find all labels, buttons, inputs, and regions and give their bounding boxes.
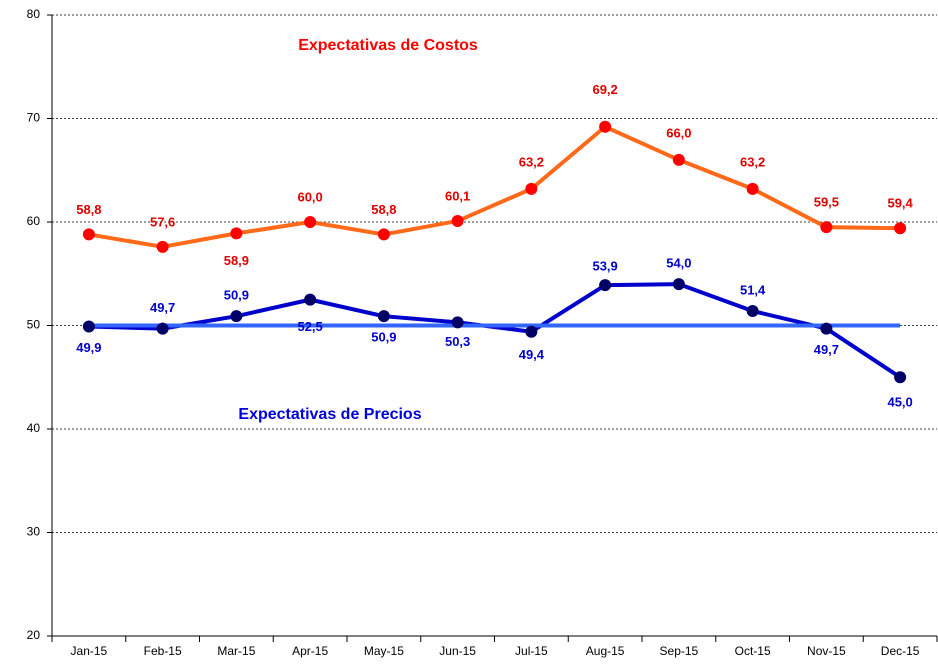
marker	[82, 228, 95, 241]
x-tick-label: Dec-15	[881, 644, 920, 658]
data-label: 63,2	[519, 154, 544, 169]
marker	[82, 320, 95, 333]
marker	[377, 310, 390, 323]
x-tick-label: Jan-15	[71, 644, 108, 658]
y-tick-label: 50	[27, 318, 41, 332]
marker	[525, 182, 538, 195]
marker	[820, 221, 833, 234]
data-label: 49,7	[814, 342, 839, 357]
marker	[894, 222, 907, 235]
data-label: 60,1	[445, 188, 470, 203]
x-tick-label: Nov-15	[807, 644, 846, 658]
data-label: 58,8	[371, 202, 396, 217]
marker	[894, 371, 907, 384]
data-label: 45,0	[887, 395, 912, 410]
x-tick-label: Apr-15	[292, 644, 328, 658]
series-line	[88, 282, 902, 379]
marker	[377, 228, 390, 241]
data-label: 57,6	[150, 214, 175, 229]
marker	[304, 216, 317, 228]
x-tick-label: Sep-15	[660, 644, 699, 658]
marker	[746, 305, 759, 318]
x-tick-label: Oct-15	[735, 644, 771, 658]
x-tick-label: Jun-15	[439, 644, 476, 658]
x-tick-label: Jul-15	[515, 644, 548, 658]
y-tick-label: 80	[27, 7, 41, 21]
data-label: 69,2	[592, 82, 617, 97]
x-tick-label: Feb-15	[144, 644, 182, 658]
marker	[230, 310, 243, 323]
marker	[304, 293, 317, 306]
data-label: 50,3	[445, 334, 470, 349]
marker	[156, 240, 169, 253]
marker	[672, 278, 685, 291]
data-label: 63,2	[740, 154, 765, 169]
marker	[451, 316, 464, 329]
series-line	[88, 124, 901, 249]
x-tick-label: Mar-15	[217, 644, 255, 658]
data-label: 60,0	[297, 189, 322, 204]
marker	[820, 322, 833, 335]
annotation: Expectativas de Precios	[238, 406, 421, 423]
marker	[599, 279, 612, 292]
y-tick-label: 40	[27, 421, 41, 435]
data-label: 49,9	[76, 340, 101, 355]
y-tick-label: 20	[27, 628, 41, 642]
marker	[230, 227, 243, 240]
data-label: 52,5	[297, 319, 322, 334]
data-label: 49,4	[519, 347, 545, 362]
marker	[451, 214, 464, 227]
y-tick-label: 70	[27, 111, 41, 125]
x-tick-label: Aug-15	[586, 644, 625, 658]
marker	[156, 322, 169, 335]
y-tick-label: 60	[27, 214, 41, 228]
data-label: 58,9	[224, 253, 249, 268]
data-label: 59,5	[814, 195, 839, 210]
marker	[746, 182, 759, 195]
x-tick-label: May-15	[364, 644, 404, 658]
data-label: 49,7	[150, 300, 175, 315]
data-label: 53,9	[592, 259, 617, 274]
data-label: 58,8	[76, 202, 101, 217]
annotation: Expectativas de Costos	[298, 37, 478, 54]
data-label: 51,4	[740, 282, 766, 297]
marker	[599, 120, 612, 133]
y-tick-label: 30	[27, 525, 41, 539]
data-label: 50,9	[371, 330, 396, 345]
marker	[525, 325, 538, 338]
data-label: 66,0	[666, 125, 691, 140]
data-label: 59,4	[887, 196, 913, 211]
marker	[672, 153, 685, 166]
data-label: 54,0	[666, 256, 691, 271]
data-label: 50,9	[224, 288, 249, 303]
